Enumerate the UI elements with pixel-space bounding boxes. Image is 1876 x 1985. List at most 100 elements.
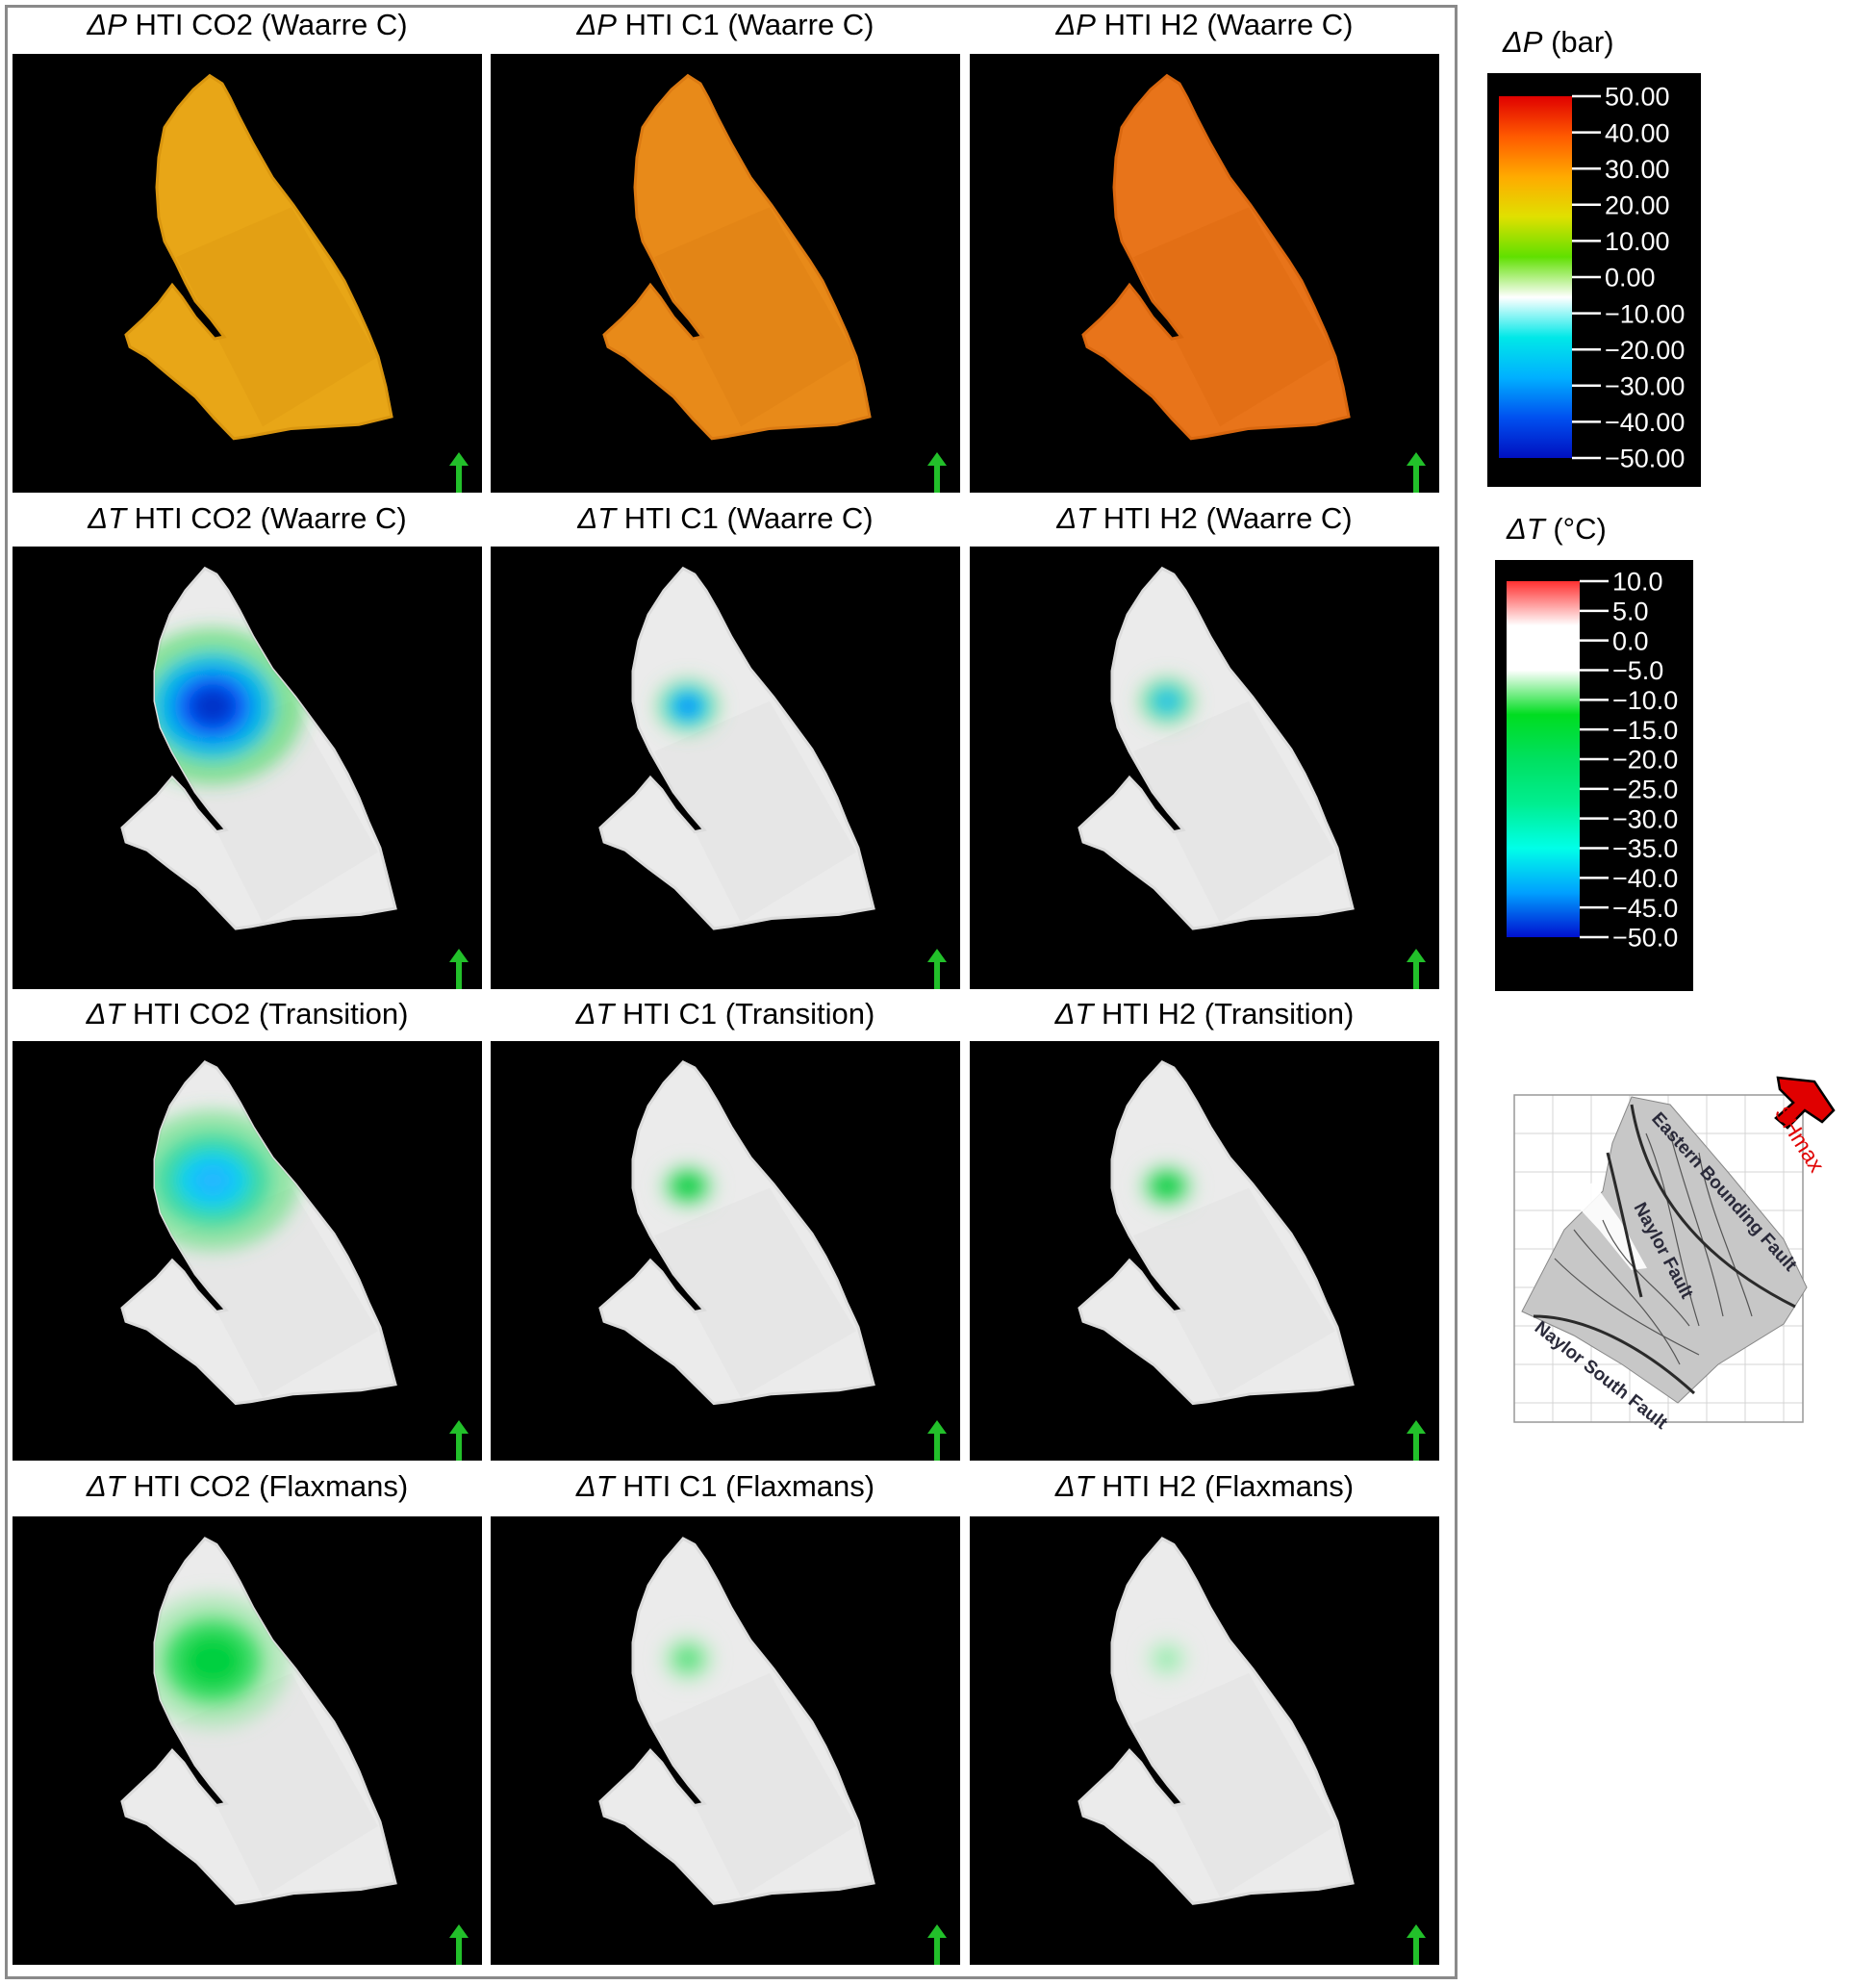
map-panel <box>491 1041 960 1461</box>
north-arrow-icon <box>1407 1420 1426 1461</box>
anomaly-ring <box>190 686 236 726</box>
colorbar-tick-label: 40.00 <box>1605 118 1670 147</box>
anomaly-ring <box>672 1645 703 1672</box>
reservoir-surface <box>1077 1060 1355 1406</box>
panel-title: ΔT HTI H2 (Transition) <box>974 997 1435 1031</box>
panel-title-label: HTI CO2 (Transition) <box>132 997 409 1031</box>
map-panel <box>13 1041 482 1461</box>
surface-shading <box>654 207 856 427</box>
map-panel <box>491 54 960 493</box>
panel-title-symbol: ΔT <box>1054 997 1094 1031</box>
panel-title: ΔT HTI CO2 (Waarre C) <box>16 501 478 536</box>
temperature-anomaly <box>1144 1639 1190 1679</box>
panel-title: ΔT HTI H2 (Flaxmans) <box>974 1469 1435 1504</box>
colorbar-tick-label: −40.0 <box>1612 864 1678 893</box>
dp-legend-title: ΔP (bar) <box>1503 25 1614 60</box>
colorbar-tick-label: −20.00 <box>1605 336 1685 365</box>
dt-legend-symbol: ΔT <box>1507 512 1545 546</box>
temperature-anomaly <box>655 677 721 735</box>
colorbar-tick-label: −20.0 <box>1612 746 1678 775</box>
reservoir-map-svg <box>1077 566 1426 989</box>
reservoir-map-svg <box>1077 1060 1426 1461</box>
reservoir-surface <box>1081 73 1351 441</box>
anomaly-ring <box>1155 1648 1179 1669</box>
colorbar-tick-label: −10.00 <box>1605 299 1685 328</box>
colorbar-tick-label: 30.00 <box>1605 155 1670 184</box>
anomaly-ring <box>676 696 699 717</box>
reservoir-surface <box>1077 1537 1355 1905</box>
panel-title: ΔT HTI H2 (Waarre C) <box>974 501 1435 536</box>
panel-title-label: HTI C1 (Transition) <box>621 997 875 1031</box>
north-arrow-icon <box>927 452 947 493</box>
colorbar-tick-label: 10.0 <box>1612 568 1663 597</box>
reservoir-map-svg <box>598 1537 947 1965</box>
temperature-anomaly <box>122 627 304 785</box>
colorbar-tick-label: −30.0 <box>1612 804 1678 833</box>
north-arrow-icon <box>927 1420 947 1461</box>
panel-title-symbol: ΔT <box>1056 501 1096 535</box>
panel-title: ΔT HTI CO2 (Flaxmans) <box>16 1469 478 1504</box>
surface-shading <box>654 1672 856 1897</box>
anomaly-ring <box>1156 1177 1178 1195</box>
colorbar-tick-label: −35.0 <box>1612 834 1678 863</box>
dt-legend-unit: (°C) <box>1553 512 1607 546</box>
colorbar-tick-label: −25.0 <box>1612 776 1678 804</box>
map-panel <box>970 1516 1439 1965</box>
north-arrow-icon <box>927 949 947 989</box>
panel-title-label: HTI CO2 (Flaxmans) <box>133 1469 409 1503</box>
panel-title-label: HTI C1 (Waarre C) <box>624 8 875 41</box>
fault-map-inset: Eastern Bounding Fault Naylor Fault Nayl… <box>1478 1076 1836 1441</box>
north-arrow-icon <box>449 1924 469 1965</box>
colorbar-tick-label: 50.00 <box>1605 83 1670 112</box>
reservoir-map-svg <box>120 1537 469 1965</box>
colorbar-tick-label: −15.0 <box>1612 716 1678 745</box>
map-panel <box>13 547 482 989</box>
reservoir-surface <box>1077 566 1355 930</box>
north-arrow-icon <box>449 1420 469 1461</box>
panel-title: ΔP HTI C1 (Waarre C) <box>494 8 956 42</box>
reservoir-map-svg <box>602 73 947 493</box>
panel-title-symbol: ΔT <box>577 501 617 535</box>
colorbar-tick-label: −40.00 <box>1605 408 1685 437</box>
north-arrow-icon <box>1407 1924 1426 1965</box>
surface-shading <box>176 207 378 427</box>
panel-title-label: HTI C1 (Waarre C) <box>623 501 874 535</box>
panel-title-symbol: ΔT <box>1054 1469 1094 1503</box>
panel-title-label: HTI CO2 (Waarre C) <box>134 501 407 535</box>
panel-title-symbol: ΔP <box>1055 8 1096 41</box>
map-panel <box>970 54 1439 493</box>
colorbar-tick-label: −5.0 <box>1612 656 1663 685</box>
panel-title-symbol: ΔT <box>575 1469 615 1503</box>
dp-legend-symbol: ΔP <box>1503 25 1543 59</box>
north-arrow-icon <box>449 452 469 493</box>
panel-title-label: HTI H2 (Flaxmans) <box>1102 1469 1355 1503</box>
surface-shading <box>654 700 856 923</box>
dp-colorbar: 50.00 40.00 30.00 20.00 10.00 0.00 −10.00 −20.0… <box>1487 73 1701 487</box>
colorbar-tick-label: 0.0 <box>1612 626 1649 655</box>
anomaly-ring <box>1158 694 1176 709</box>
map-panel <box>491 547 960 989</box>
surface-shading <box>1133 1187 1335 1398</box>
surface-shading <box>1133 700 1335 923</box>
colorbar-tick-label: −50.0 <box>1612 924 1678 953</box>
north-arrow-icon <box>1407 452 1426 493</box>
map-panel <box>970 547 1439 989</box>
temperature-anomaly <box>661 1635 715 1683</box>
reservoir-surface <box>598 1060 875 1406</box>
colorbar-svg: 10.05.00.0−5.0−10.0−15.0−20.0−25.0−30.0−… <box>1507 568 1678 953</box>
colorbar-tick-label: 20.00 <box>1605 191 1670 220</box>
anomaly-ring <box>182 1634 243 1688</box>
fault-map-svg: Eastern Bounding Fault Naylor Fault Nayl… <box>1478 1076 1836 1437</box>
surface-shading <box>1133 1672 1335 1897</box>
shmax-arrow-icon <box>1774 1076 1836 1130</box>
panel-title-symbol: ΔT <box>86 997 125 1031</box>
temperature-anomaly <box>1138 676 1196 726</box>
panel-title-label: HTI C1 (Flaxmans) <box>622 1469 875 1503</box>
panel-title: ΔT HTI CO2 (Transition) <box>16 997 478 1031</box>
map-panel <box>13 1516 482 1965</box>
reservoir-surface <box>124 73 393 441</box>
temperature-anomaly <box>126 1109 299 1251</box>
reservoir-map-svg <box>124 73 469 493</box>
anomaly-ring <box>677 1177 698 1195</box>
north-arrow-icon <box>449 949 469 989</box>
